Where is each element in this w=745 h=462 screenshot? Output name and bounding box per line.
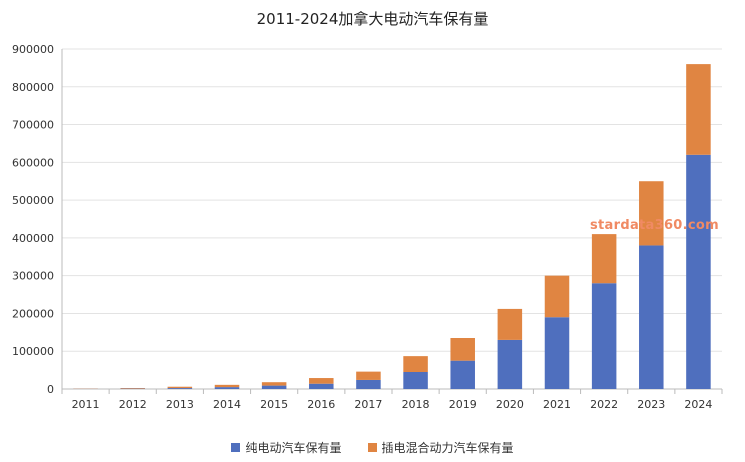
- y-tick-label: 300000: [12, 270, 54, 283]
- bars: [73, 64, 711, 389]
- x-tick-label: 2013: [166, 398, 194, 411]
- x-tick-label: 2017: [354, 398, 382, 411]
- x-tick-label: 2020: [496, 398, 524, 411]
- bar-segment-bev: [450, 360, 475, 389]
- bar-segment-bev: [261, 385, 287, 389]
- chart-title: 2011-2024加拿大电动汽车保有量: [256, 10, 489, 28]
- bar-segment-phev: [639, 181, 664, 246]
- y-tick-label: 500000: [12, 194, 54, 207]
- bar-segment-bev: [544, 317, 570, 389]
- bar-segment-bev: [309, 383, 334, 389]
- watermark: stardata360.com: [590, 218, 719, 233]
- bar-segment-bev: [686, 154, 711, 389]
- bar-segment-bev: [214, 387, 240, 389]
- x-tick-label: 2023: [637, 398, 665, 411]
- y-tick-label: 0: [47, 383, 54, 396]
- x-tick-label: 2018: [402, 398, 430, 411]
- legend-item-bev: 纯电动汽车保有量: [231, 439, 342, 456]
- bar-segment-phev: [261, 382, 287, 386]
- bar-segment-bev: [167, 388, 193, 389]
- x-tick-label: 2024: [684, 398, 712, 411]
- y-tick-label: 700000: [12, 119, 54, 132]
- legend-label-bev: 纯电动汽车保有量: [245, 441, 342, 455]
- x-tick-label: 2015: [260, 398, 288, 411]
- bar-segment-bev: [497, 339, 523, 389]
- x-tick-label: 2019: [449, 398, 477, 411]
- bar-segment-phev: [403, 356, 428, 372]
- axes: 0 100000 200000 300000 400000 500000 600000 700…: [12, 43, 723, 411]
- y-tick-label: 800000: [12, 81, 54, 94]
- x-tick-label: 2016: [307, 398, 335, 411]
- bar-segment-phev: [167, 386, 193, 389]
- bar-segment-bev: [591, 283, 617, 389]
- y-tick-label: 200000: [12, 307, 54, 320]
- x-tick-label: 2012: [119, 398, 147, 411]
- x-tick-label: 2011: [72, 398, 100, 411]
- y-tick-label: 600000: [12, 156, 54, 169]
- bar-segment-phev: [591, 234, 617, 284]
- bar-segment-bev: [639, 245, 664, 389]
- legend-swatch-phev: [367, 443, 377, 452]
- bar-segment-phev: [214, 384, 240, 388]
- bar-segment-phev: [544, 275, 570, 318]
- bar-segment-bev: [403, 372, 428, 389]
- x-tick-label: 2022: [590, 398, 618, 411]
- bar-segment-phev: [120, 388, 145, 389]
- bar-segment-phev: [497, 308, 523, 340]
- bar-segment-bev: [356, 379, 381, 389]
- legend-item-phev: 插电混合动力汽车保有量: [367, 439, 514, 456]
- bar-segment-phev: [686, 64, 711, 155]
- legend-label-phev: 插电混合动力汽车保有量: [381, 441, 514, 455]
- y-tick-label: 400000: [12, 232, 54, 245]
- bar-segment-phev: [309, 378, 334, 384]
- bar-segment-phev: [450, 338, 475, 361]
- legend-swatch-bev: [231, 443, 241, 452]
- x-tick-label: 2014: [213, 398, 241, 411]
- x-tick-label: 2021: [543, 398, 571, 411]
- bar-segment-phev: [356, 371, 381, 380]
- y-tick-label: 100000: [12, 345, 54, 358]
- y-tick-label: 900000: [12, 43, 54, 56]
- legend: 纯电动汽车保有量 插电混合动力汽车保有量: [0, 439, 745, 456]
